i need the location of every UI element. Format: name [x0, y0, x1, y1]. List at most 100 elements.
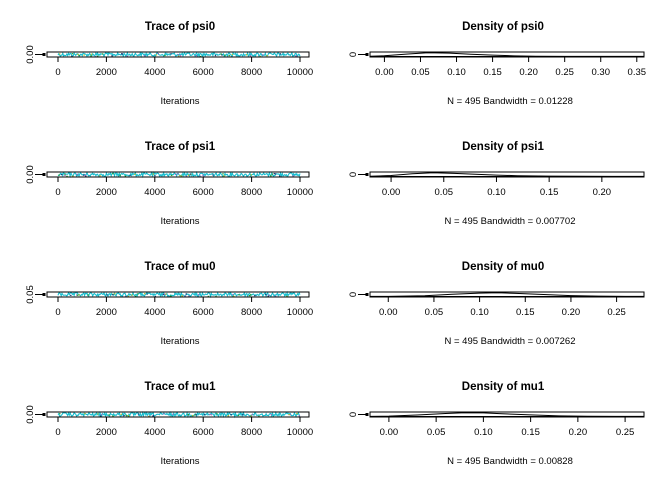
- trace-sample: [127, 415, 129, 417]
- x-tick-label: 0.05: [435, 187, 454, 198]
- trace-sample: [227, 415, 229, 417]
- trace-sample: [222, 173, 224, 175]
- panel-density-psi0: Density of psi0 N = 495 Bandwidth = 0.01…: [447, 21, 573, 107]
- trace-sample: [114, 293, 116, 295]
- plot-box: [46, 291, 310, 298]
- trace-sample: [84, 413, 86, 415]
- trace-sample: [179, 55, 182, 57]
- x-tick-label: 8000: [241, 67, 262, 78]
- trace-sample: [99, 415, 102, 417]
- trace-sample: [121, 53, 123, 55]
- trace-sample: [78, 54, 80, 56]
- trace-sample: [101, 413, 103, 415]
- trace-sample: [216, 413, 218, 415]
- trace-sample: [162, 293, 165, 296]
- x-tick-label: 0.10: [474, 427, 493, 438]
- trace-sample: [90, 53, 93, 55]
- trace-sample: [289, 414, 291, 416]
- trace-sample: [59, 53, 61, 55]
- trace-sample: [214, 55, 217, 57]
- trace-sample: [194, 414, 196, 416]
- trace-sample: [203, 414, 206, 416]
- x-axis-label: Iterations: [160, 96, 199, 107]
- x-tick-label: 0.35: [628, 67, 647, 78]
- panel-title: Density of psi1: [462, 141, 544, 153]
- trace-sample: [119, 174, 121, 176]
- density-plot: 0 0.00 0.05 0.10 0.15 0.20 0.25: [348, 411, 645, 438]
- x-tick-label: 0.25: [555, 67, 574, 78]
- trace-sample: [230, 414, 232, 416]
- trace-sample: [238, 294, 240, 296]
- trace-sample: [101, 53, 104, 55]
- trace-sample: [90, 55, 92, 57]
- trace-sample: [129, 174, 131, 176]
- trace-sample: [185, 293, 187, 295]
- x-tick-label: 0.15: [483, 67, 502, 78]
- panel-density-mu0: Density of mu0 N = 495 Bandwidth = 0.007…: [445, 261, 576, 347]
- x-tick-label: 0.00: [380, 427, 399, 438]
- x-tick-label: 0.20: [593, 187, 612, 198]
- trace-sample: [181, 295, 183, 297]
- trace-sample: [127, 295, 129, 297]
- trace-sample: [274, 295, 277, 297]
- x-tick-label: 0.05: [425, 307, 444, 318]
- trace-sample: [97, 55, 99, 57]
- plot-box: [369, 291, 645, 298]
- trace-sample: [180, 175, 183, 177]
- trace-line: [57, 290, 301, 299]
- trace-sample: [189, 173, 192, 175]
- trace-plot: 0.00 0 2000 4000 6000 8000 10000: [25, 45, 313, 78]
- trace-sample: [250, 294, 252, 296]
- trace-sample: [185, 175, 188, 177]
- trace-sample: [152, 173, 154, 175]
- x-tick-label: 10000: [287, 427, 313, 438]
- plot-box: [369, 51, 645, 58]
- x-tick-label: 2000: [96, 427, 117, 438]
- trace-sample: [170, 53, 172, 55]
- trace-sample: [99, 175, 101, 177]
- x-tick-label: 4000: [144, 307, 165, 318]
- trace-sample: [237, 414, 240, 416]
- trace-sample: [268, 294, 270, 296]
- y-tick-label: 0.00: [25, 165, 36, 184]
- plot-box: [369, 411, 645, 418]
- panel-title: Density of mu0: [462, 261, 544, 273]
- density-curve: [369, 292, 645, 297]
- trace-sample: [144, 55, 146, 57]
- x-tick-label: 0.10: [470, 307, 489, 318]
- plot-box: [369, 171, 645, 178]
- x-tick-label: 0.20: [569, 427, 588, 438]
- y-tick-label: 0: [348, 412, 359, 417]
- trace-sample: [231, 53, 234, 56]
- trace-sample: [76, 294, 78, 296]
- trace-sample: [174, 173, 177, 175]
- trace-sample: [203, 175, 205, 177]
- x-tick-label: 0.10: [487, 187, 506, 198]
- x-tick-label: 0.20: [519, 67, 538, 78]
- x-tick-label: 8000: [241, 307, 262, 318]
- trace-sample: [262, 54, 264, 56]
- trace-sample: [296, 413, 298, 415]
- y-tick-label: 0.00: [25, 405, 36, 424]
- trace-sample: [233, 295, 235, 297]
- density-footnote: N = 495 Bandwidth = 0.007702: [445, 216, 576, 227]
- x-tick-label: 0.05: [411, 67, 430, 78]
- x-tick-label: 0.05: [427, 427, 446, 438]
- trace-sample: [64, 174, 66, 176]
- x-tick-label: 10000: [287, 187, 313, 198]
- trace-sample: [197, 294, 200, 296]
- trace-sample: [126, 55, 128, 57]
- density-plot: 0 0.00 0.05 0.10 0.15 0.20 0.25 0.30 0.35: [348, 51, 647, 78]
- x-tick-label: 2000: [96, 187, 117, 198]
- x-tick-label: 8000: [241, 427, 262, 438]
- x-tick-label: 4000: [144, 67, 165, 78]
- trace-sample: [83, 174, 85, 176]
- trace-sample: [112, 415, 114, 417]
- trace-sample: [61, 174, 63, 176]
- trace-sample: [202, 174, 204, 176]
- density-plot: 0 0.00 0.05 0.10 0.15 0.20 0.25: [348, 291, 645, 318]
- density-footnote: N = 495 Bandwidth = 0.007262: [445, 336, 576, 347]
- trace-sample: [177, 173, 179, 175]
- trace-sample: [266, 55, 268, 57]
- x-axis-label: Iterations: [160, 456, 199, 467]
